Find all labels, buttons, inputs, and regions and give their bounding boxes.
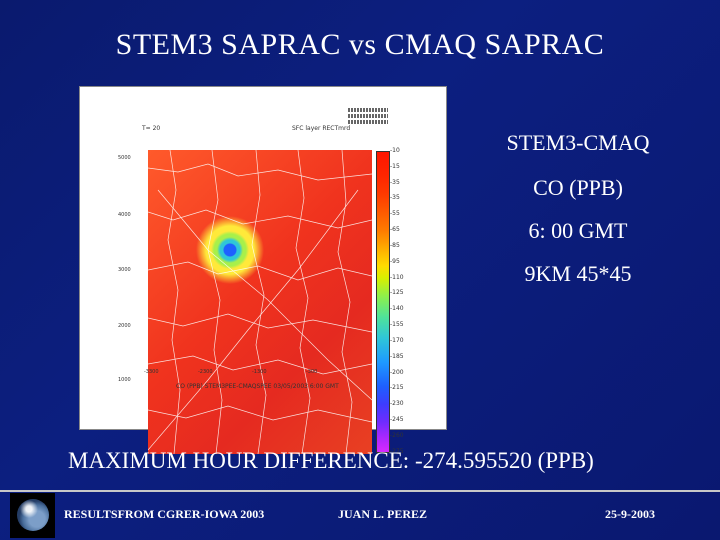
colorbar-label: -230 <box>390 400 404 408</box>
plot-figure: T= 20 SFC layer RECTmrd -10 -15 <box>80 87 446 455</box>
globe-icon <box>17 499 49 531</box>
info-line-model: STEM3-CMAQ <box>506 130 650 155</box>
colorbar-label: -140 <box>390 305 404 313</box>
colorbar-label: -110 <box>390 273 404 281</box>
colorbar <box>376 151 390 453</box>
colorbar-label: -260 <box>390 431 404 439</box>
colorbar-label: -245 <box>390 416 404 424</box>
colorbar-label: -10 <box>390 147 400 154</box>
figure-header-left: T= 20 <box>142 125 161 132</box>
colorbar-label: -155 <box>390 321 404 329</box>
colorbar-label: -200 <box>390 368 404 376</box>
colorbar-label: -85 <box>390 241 400 249</box>
globe-logo <box>10 493 55 538</box>
colorbar-label: -185 <box>390 352 404 360</box>
colorbar-label: -65 <box>390 226 400 234</box>
max-hour-difference: MAXIMUM HOUR DIFFERENCE: -274.595520 (PP… <box>68 448 594 473</box>
x-tick-label: -3300 <box>144 369 159 375</box>
x-tick-label: -1300 <box>252 369 267 375</box>
y-tick-label: 3000 <box>118 267 131 273</box>
figure-top-right-block <box>348 108 388 130</box>
colorbar-label: -275 <box>390 447 404 455</box>
footer-divider <box>0 490 720 492</box>
info-line-species: CO (PPB) <box>533 175 623 200</box>
map-panel <box>148 150 372 454</box>
colorbar-label: -125 <box>390 289 404 297</box>
x-tick-label: -2300 <box>198 369 213 375</box>
footer-date: 25-9-2003 <box>605 507 655 521</box>
slide-title: STEM3 SAPRAC vs CMAQ SAPRAC <box>115 28 605 61</box>
y-tick-label: 2000 <box>118 323 131 329</box>
y-tick-label: 5000 <box>118 155 131 161</box>
colorbar-label: -170 <box>390 336 404 344</box>
figure-caption: CO (PPB) STEM3PEE-CMAQSPEE 03/05/2003 6:… <box>176 383 339 390</box>
colorbar-label: -15 <box>390 162 400 170</box>
info-line-time: 6: 00 GMT <box>528 218 628 243</box>
footer-source: RESULTSFROM CGRER-IOWA 2003 <box>64 507 265 521</box>
footer-author: JUAN L. PEREZ <box>338 507 428 521</box>
colorbar-label: -55 <box>390 210 400 218</box>
colorbar-labels: -10 -15 -35 -35 -55 -65 -85 -95 -110 -12… <box>390 147 420 455</box>
colorbar-label: -35 <box>390 178 400 186</box>
figure-header-right: SFC layer RECTmrd <box>292 125 351 132</box>
colorbar-label: -215 <box>390 384 404 392</box>
info-line-grid: 9KM 45*45 <box>524 261 632 286</box>
colorbar-label: -95 <box>390 257 400 265</box>
x-tick-label: -300 <box>306 369 318 375</box>
y-tick-label: 1000 <box>118 377 131 383</box>
y-tick-label: 4000 <box>118 212 131 218</box>
colorbar-label: -35 <box>390 194 400 202</box>
